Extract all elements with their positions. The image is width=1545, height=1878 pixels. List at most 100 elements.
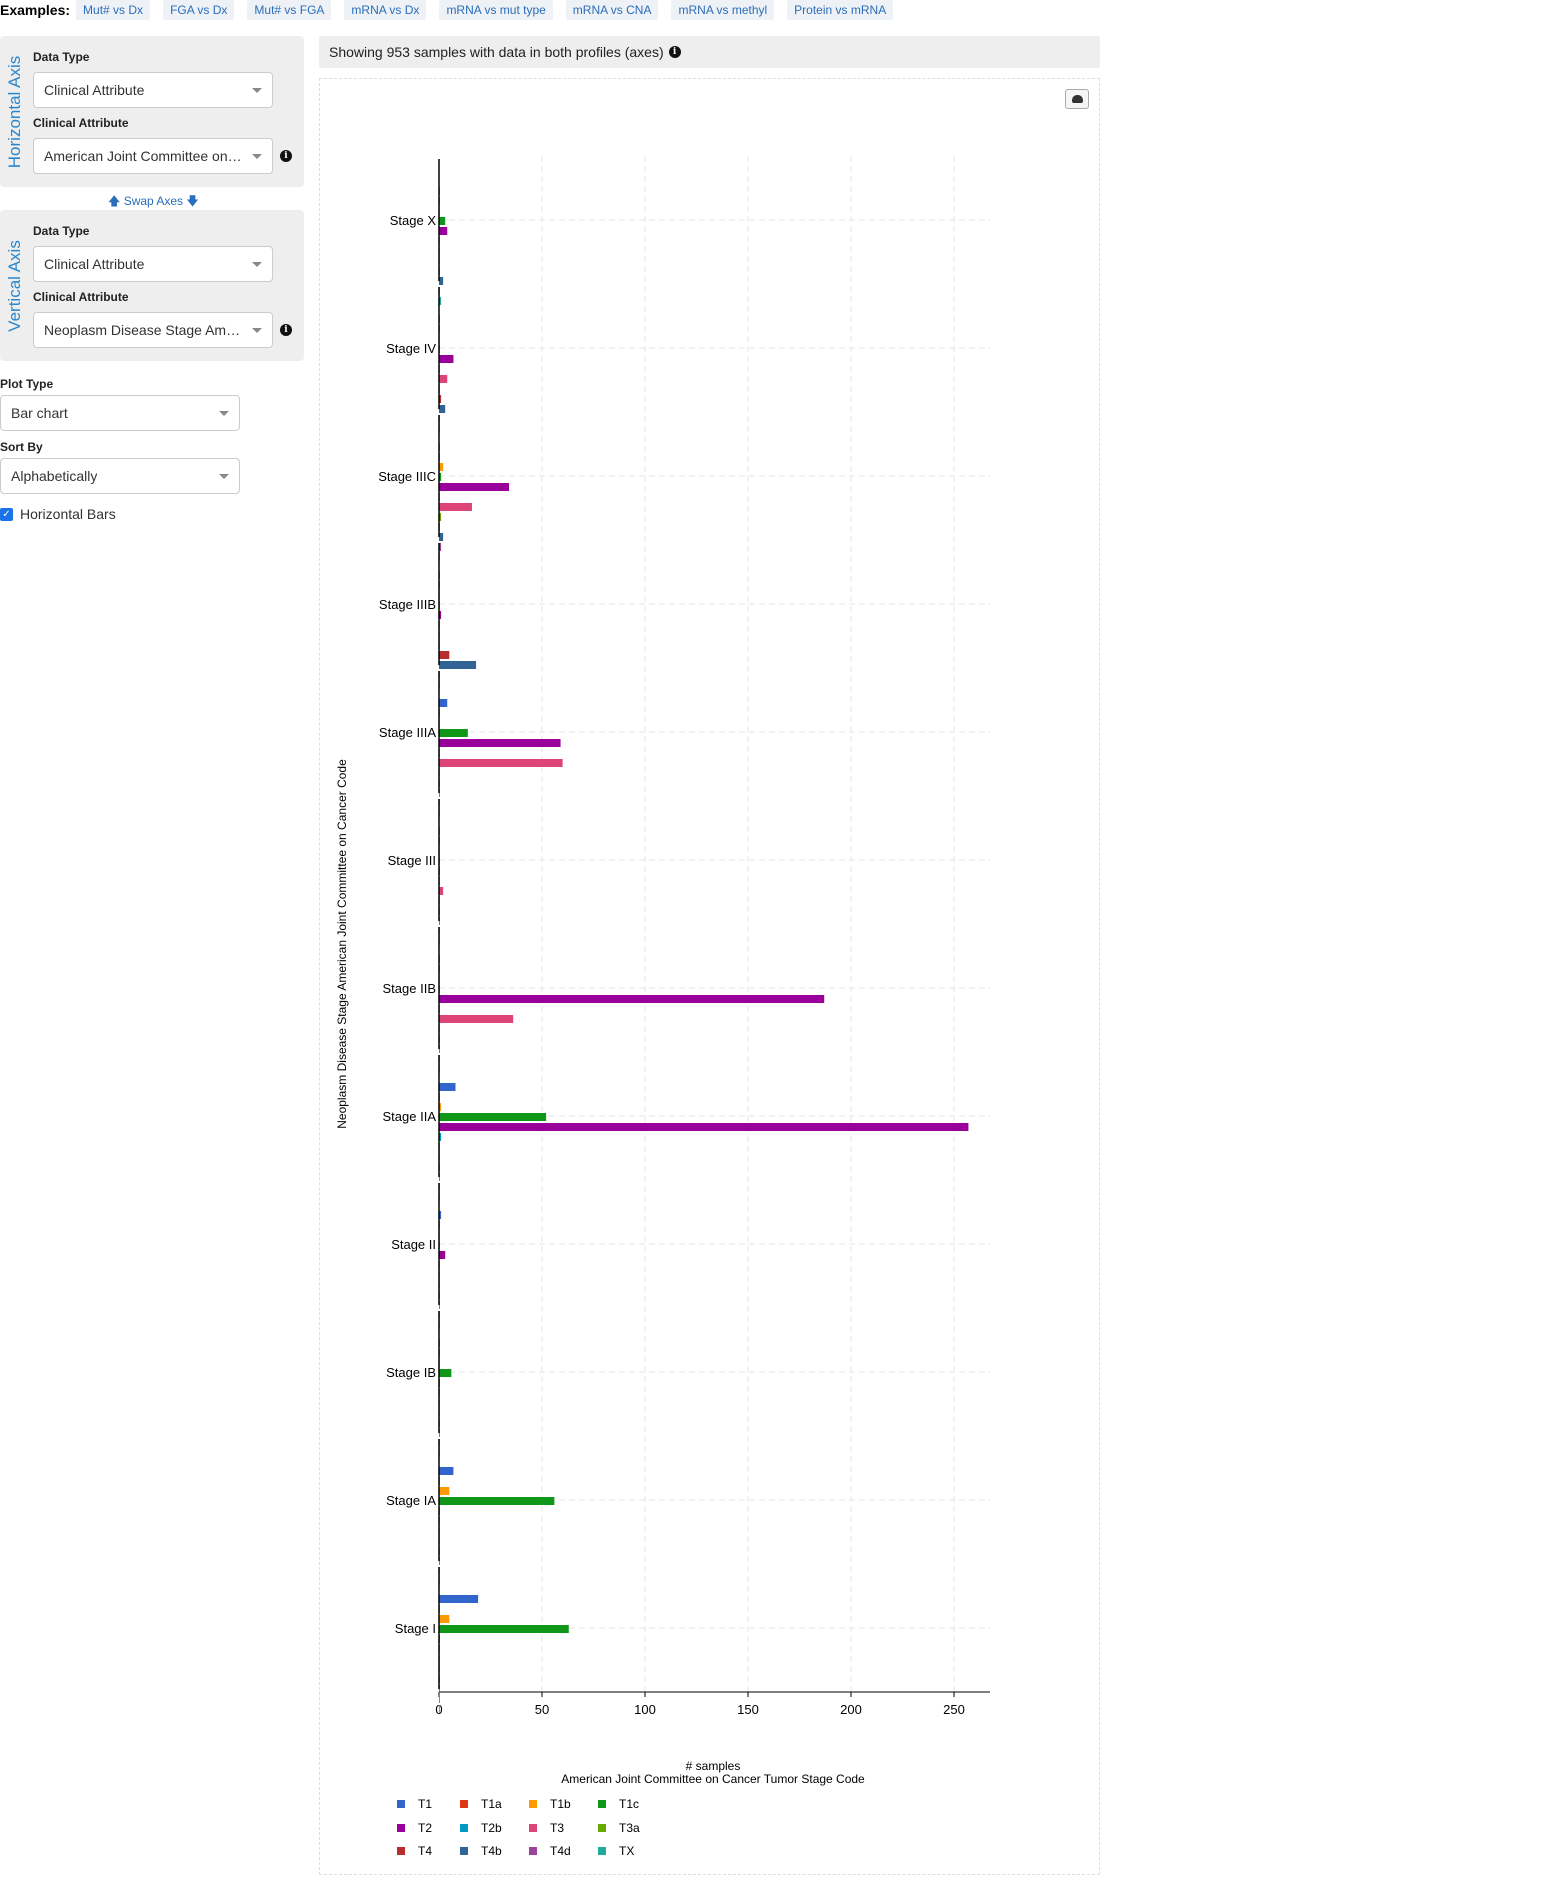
examples-label: Examples: [0, 2, 71, 18]
x-tick-label: 200 [840, 1702, 862, 1717]
chevron-down-icon [219, 411, 229, 416]
y-category-label: Stage IIIA [379, 725, 436, 740]
bar-t1b [439, 1487, 450, 1495]
bar-t3 [439, 887, 444, 895]
y-category-label: Stage IIIB [379, 597, 436, 612]
horizontal-axis-panel: Horizontal Axis Data Type Clinical Attri… [0, 36, 304, 187]
legend-swatch-t3a [598, 1824, 606, 1832]
swap-axes-label: Swap Axes [123, 194, 184, 208]
legend-swatch-t1c [598, 1800, 606, 1808]
bar-t1c [439, 473, 442, 481]
h-data-type-select[interactable]: Clinical Attribute [33, 72, 273, 108]
bar-t4b [439, 533, 444, 541]
y-category-label: Stage IV [386, 341, 436, 356]
plot-type-select[interactable]: Bar chart [0, 395, 240, 431]
v-data-type-select[interactable]: Clinical Attribute [33, 246, 273, 282]
legend-label-tx: TX [619, 1844, 634, 1858]
bar-t1 [439, 1467, 454, 1475]
example-mut-vs-dx[interactable]: Mut# vs Dx [76, 0, 151, 20]
x-tick-label: 150 [737, 1702, 759, 1717]
x-tick-label: 250 [943, 1702, 965, 1717]
bar-t1 [439, 1083, 456, 1091]
chevron-down-icon [252, 88, 262, 93]
info-icon[interactable]: i [280, 324, 292, 336]
bar-t1b [439, 1103, 442, 1111]
legend-label-t4b: T4b [481, 1844, 502, 1858]
bar-t3 [439, 375, 448, 383]
bar-t2 [439, 995, 825, 1003]
v-data-type-label: Data Type [33, 224, 90, 238]
bar-t1 [439, 699, 448, 707]
y-category-label: Stage III [388, 853, 436, 868]
example-mrna-vs-dx[interactable]: mRNA vs Dx [344, 0, 427, 20]
h-data-type-label: Data Type [33, 50, 90, 64]
sort-by-select[interactable]: Alphabetically [0, 458, 240, 494]
legend-label-t1: T1 [418, 1797, 432, 1811]
example-mut-vs-fga[interactable]: Mut# vs FGA [247, 0, 332, 20]
legend-title: American Joint Committee on Cancer Tumor… [561, 1772, 865, 1786]
bar-t1c [439, 1625, 569, 1633]
bar-t3a [439, 513, 442, 521]
horizontal-bars-checkbox[interactable]: ✓ [0, 507, 13, 521]
h-clinical-attribute-select[interactable]: American Joint Committee on Cancer Tumor… [33, 138, 273, 174]
samples-info-bar: Showing 953 samples with data in both pr… [319, 36, 1100, 68]
bar-t1 [439, 1595, 479, 1603]
example-mrna-vs-mut-type[interactable]: mRNA vs mut type [439, 0, 553, 20]
samples-info-text: Showing 953 samples with data in both pr… [329, 44, 664, 60]
info-icon[interactable]: i [668, 46, 681, 58]
y-category-label: Stage X [390, 213, 437, 228]
y-category-label: Stage IIB [383, 981, 436, 996]
bar-t1b [439, 463, 444, 471]
bar-t4 [439, 395, 442, 403]
v-clinical-attribute-select[interactable]: Neoplasm Disease Stage American Joint Co… [33, 312, 273, 348]
legend-swatch-t4d [529, 1847, 537, 1855]
example-fga-vs-dx[interactable]: FGA vs Dx [163, 0, 235, 20]
legend-label-t1b: T1b [550, 1797, 571, 1811]
bar-t2b [439, 1133, 442, 1141]
bar-t1c [439, 1369, 452, 1377]
legend-swatch-t4b [460, 1847, 468, 1855]
v-clinical-attribute-label: Clinical Attribute [33, 290, 129, 304]
chevron-down-icon [252, 262, 262, 267]
chevron-down-icon [252, 328, 262, 333]
legend-swatch-t1 [397, 1800, 405, 1808]
legend-label-t3: T3 [550, 1821, 564, 1835]
legend-label-t1a: T1a [481, 1797, 502, 1811]
download-button[interactable] [1065, 89, 1089, 109]
chevron-down-icon [219, 474, 229, 479]
bar-t3 [439, 1015, 514, 1023]
y-category-label: Stage II [391, 1237, 436, 1252]
bar-t4b [439, 277, 444, 285]
x-tick-label: 100 [634, 1702, 656, 1717]
bar-t3 [439, 503, 472, 511]
legend-swatch-t2 [397, 1824, 405, 1832]
plot-type-label: Plot Type [0, 377, 54, 391]
example-mrna-vs-methyl[interactable]: mRNA vs methyl [671, 0, 775, 20]
example-mrna-vs-cna[interactable]: mRNA vs CNA [565, 0, 659, 20]
legend-label-t3a: T3a [619, 1821, 640, 1835]
examples-bar: Examples: Mut# vs Dx FGA vs Dx Mut# vs F… [0, 0, 906, 20]
x-tick-label: 50 [535, 1702, 549, 1717]
bar-t2 [439, 227, 448, 235]
bar-t1c [439, 1497, 555, 1505]
y-category-label: Stage IB [386, 1365, 436, 1380]
example-protein-vs-mrna[interactable]: Protein vs mRNA [787, 0, 894, 20]
bar-t4b [439, 405, 446, 413]
y-axis-title: Neoplasm Disease Stage American Joint Co… [335, 759, 349, 1129]
bar-t2 [439, 483, 510, 491]
legend-swatch-t2b [460, 1824, 468, 1832]
legend-swatch-t4 [397, 1847, 405, 1855]
swap-axes-button[interactable]: 🡅 Swap Axes 🡇 [108, 192, 199, 213]
arrow-up-icon: 🡅 [108, 194, 121, 208]
bar-t2 [439, 1123, 969, 1131]
bar-t4 [439, 651, 450, 659]
y-category-label: Stage IA [386, 1493, 436, 1508]
chevron-down-icon [252, 154, 262, 159]
y-category-label: Stage IIA [383, 1109, 437, 1124]
bar-t1 [439, 1211, 442, 1219]
bar-tx [439, 1705, 440, 1713]
bar-t2 [439, 1251, 446, 1259]
legend-swatch-tx [598, 1847, 606, 1855]
info-icon[interactable]: i [280, 150, 292, 162]
